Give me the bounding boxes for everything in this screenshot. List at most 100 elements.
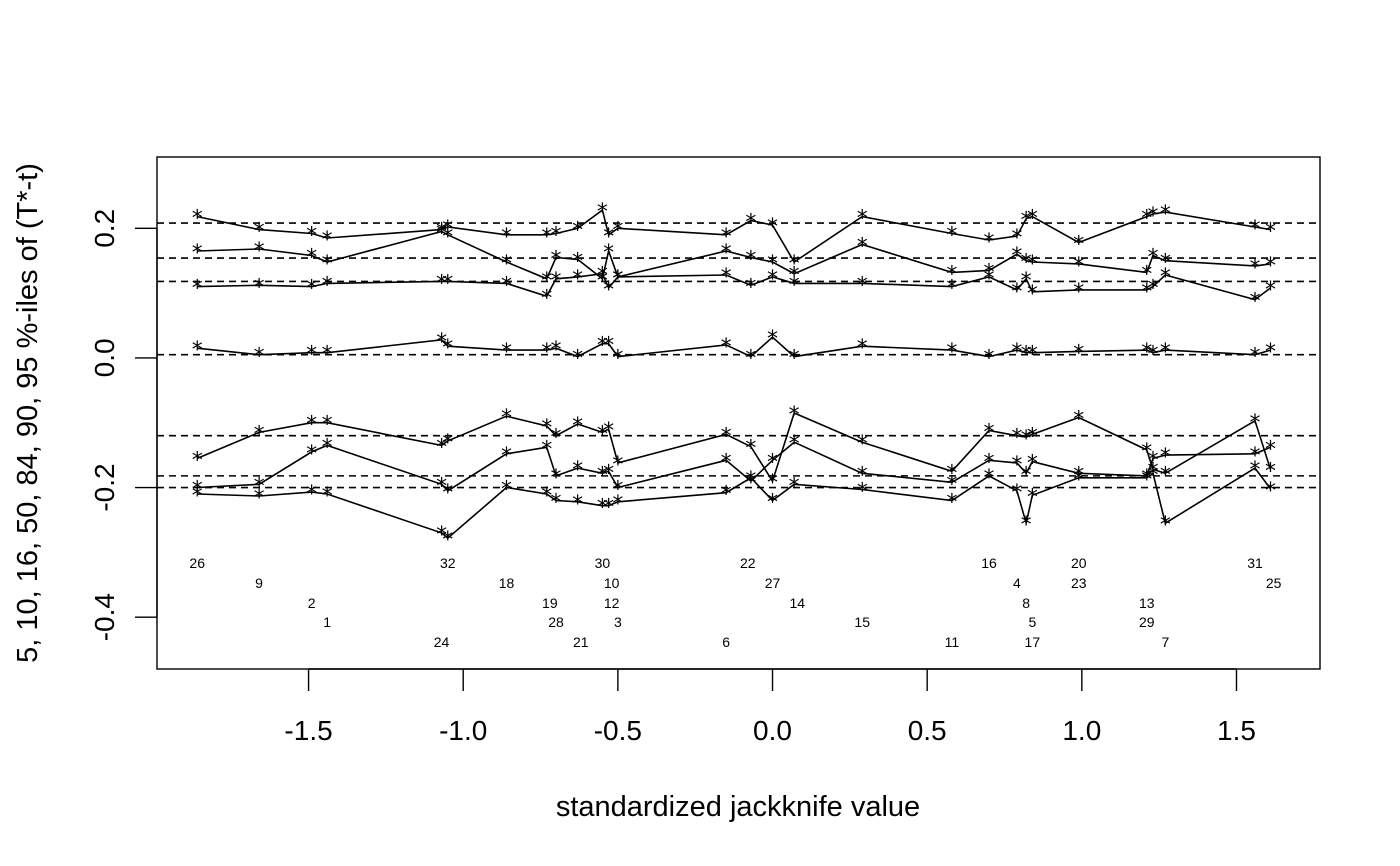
percentile-point: * (442, 431, 453, 456)
percentile-point: * (857, 479, 868, 504)
observation-label: 31 (1247, 555, 1263, 571)
percentile-point: * (436, 222, 447, 247)
percentile-point: * (551, 223, 562, 248)
percentile-point: * (306, 277, 317, 302)
percentile-point: * (745, 471, 756, 496)
percentile-point: * (306, 482, 317, 507)
observation-label: 20 (1071, 555, 1087, 571)
percentile-point: * (572, 347, 583, 372)
percentile-point: * (789, 264, 800, 289)
observation-label: 24 (434, 634, 450, 650)
percentile-line (197, 336, 1271, 358)
observation-label: 6 (722, 634, 730, 650)
percentile-point: * (597, 422, 608, 447)
percentile-point: * (1160, 340, 1171, 365)
percentile-point: * (322, 484, 333, 509)
percentile-point: * (1147, 459, 1158, 484)
observation-label: 4 (1013, 575, 1021, 591)
observation-label: 14 (789, 595, 805, 611)
percentile-point: * (501, 444, 512, 469)
observation-label: 17 (1025, 634, 1041, 650)
percentile-point: * (1141, 280, 1152, 305)
percentile-point: * (767, 327, 778, 352)
percentile-point: * (1250, 444, 1261, 469)
percentile-point: * (603, 278, 614, 303)
percentile-point: * (551, 490, 562, 515)
percentile-point: * (789, 403, 800, 428)
percentile-point: * (1021, 343, 1032, 368)
percentile-point: * (789, 347, 800, 372)
percentile-point: * (442, 225, 453, 250)
percentile-point: * (789, 273, 800, 298)
percentile-point: * (612, 267, 623, 292)
percentile-point: * (745, 347, 756, 372)
percentile-point: * (612, 453, 623, 478)
percentile-point: * (603, 496, 614, 521)
percentile-point: * (192, 478, 203, 503)
observation-label: 13 (1139, 595, 1155, 611)
observation-label: 11 (945, 634, 960, 650)
percentile-point: * (1011, 340, 1022, 365)
percentile-point: * (1073, 280, 1084, 305)
percentile-point: * (254, 474, 265, 499)
percentile-point: * (541, 437, 552, 462)
percentile-point: * (436, 220, 447, 245)
percentile-point: * (1250, 458, 1261, 483)
percentile-point: * (1250, 345, 1261, 370)
percentile-point: * (1265, 220, 1276, 245)
percentile-point: * (603, 334, 614, 359)
percentile-point: * (1021, 427, 1032, 452)
percentile-point: * (1160, 463, 1171, 488)
x-axis: -1.5 -1.0 -0.5 0.0 0.5 1.0 1.5 (284, 668, 1256, 746)
percentile-point: * (572, 267, 583, 292)
percentile-point: * (1265, 278, 1276, 303)
percentile-point: * (612, 478, 623, 503)
percentile-point: * (1073, 254, 1084, 279)
percentile-point: * (857, 432, 868, 457)
percentile-point: * (1021, 251, 1032, 276)
percentile-point: * (551, 466, 562, 491)
percentile-point: * (1250, 411, 1261, 436)
percentile-point: * (254, 220, 265, 245)
percentile-point: * (322, 273, 333, 298)
percentile-point: * (1250, 256, 1261, 281)
observation-label: 25 (1266, 575, 1282, 591)
percentile-point: * (254, 239, 265, 264)
percentile-point: * (857, 336, 868, 361)
percentile-point: * (597, 463, 608, 488)
percentile-point: * (541, 269, 552, 294)
percentile-point: * (1265, 254, 1276, 279)
observation-label: 29 (1139, 614, 1155, 630)
percentile-point: * (603, 419, 614, 444)
x-tick-label: -1.0 (439, 715, 487, 746)
percentile-point: * (767, 450, 778, 475)
y-tick-label: -0.2 (89, 463, 120, 511)
percentile-line (197, 467, 1272, 540)
observation-label: 22 (740, 555, 756, 571)
percentile-point: * (721, 335, 732, 360)
percentile-point: * (306, 413, 317, 438)
percentile-point: * (551, 338, 562, 363)
percentile-point: * (745, 247, 756, 272)
observation-label: 30 (595, 555, 611, 571)
percentile-point: * (1027, 485, 1038, 510)
percentile-point: * (541, 286, 552, 311)
percentile-point: * (767, 267, 778, 292)
percentile-point: * (946, 262, 957, 287)
percentile-point: * (946, 223, 957, 248)
percentile-line (197, 441, 1271, 492)
observation-label: 28 (548, 614, 564, 630)
percentile-point: * (436, 523, 447, 548)
observation-label: 5 (1028, 614, 1036, 630)
percentile-point: * (436, 330, 447, 355)
percentile-point: * (984, 420, 995, 445)
percentile-point: * (322, 252, 333, 277)
percentile-point: * (572, 218, 583, 243)
percentile-point: * (541, 340, 552, 365)
observation-label: 26 (189, 555, 205, 571)
y-tick-label: 0.2 (89, 209, 120, 248)
percentile-point: * (322, 435, 333, 460)
percentile-point: * (721, 241, 732, 266)
percentile-point: * (1160, 251, 1171, 276)
